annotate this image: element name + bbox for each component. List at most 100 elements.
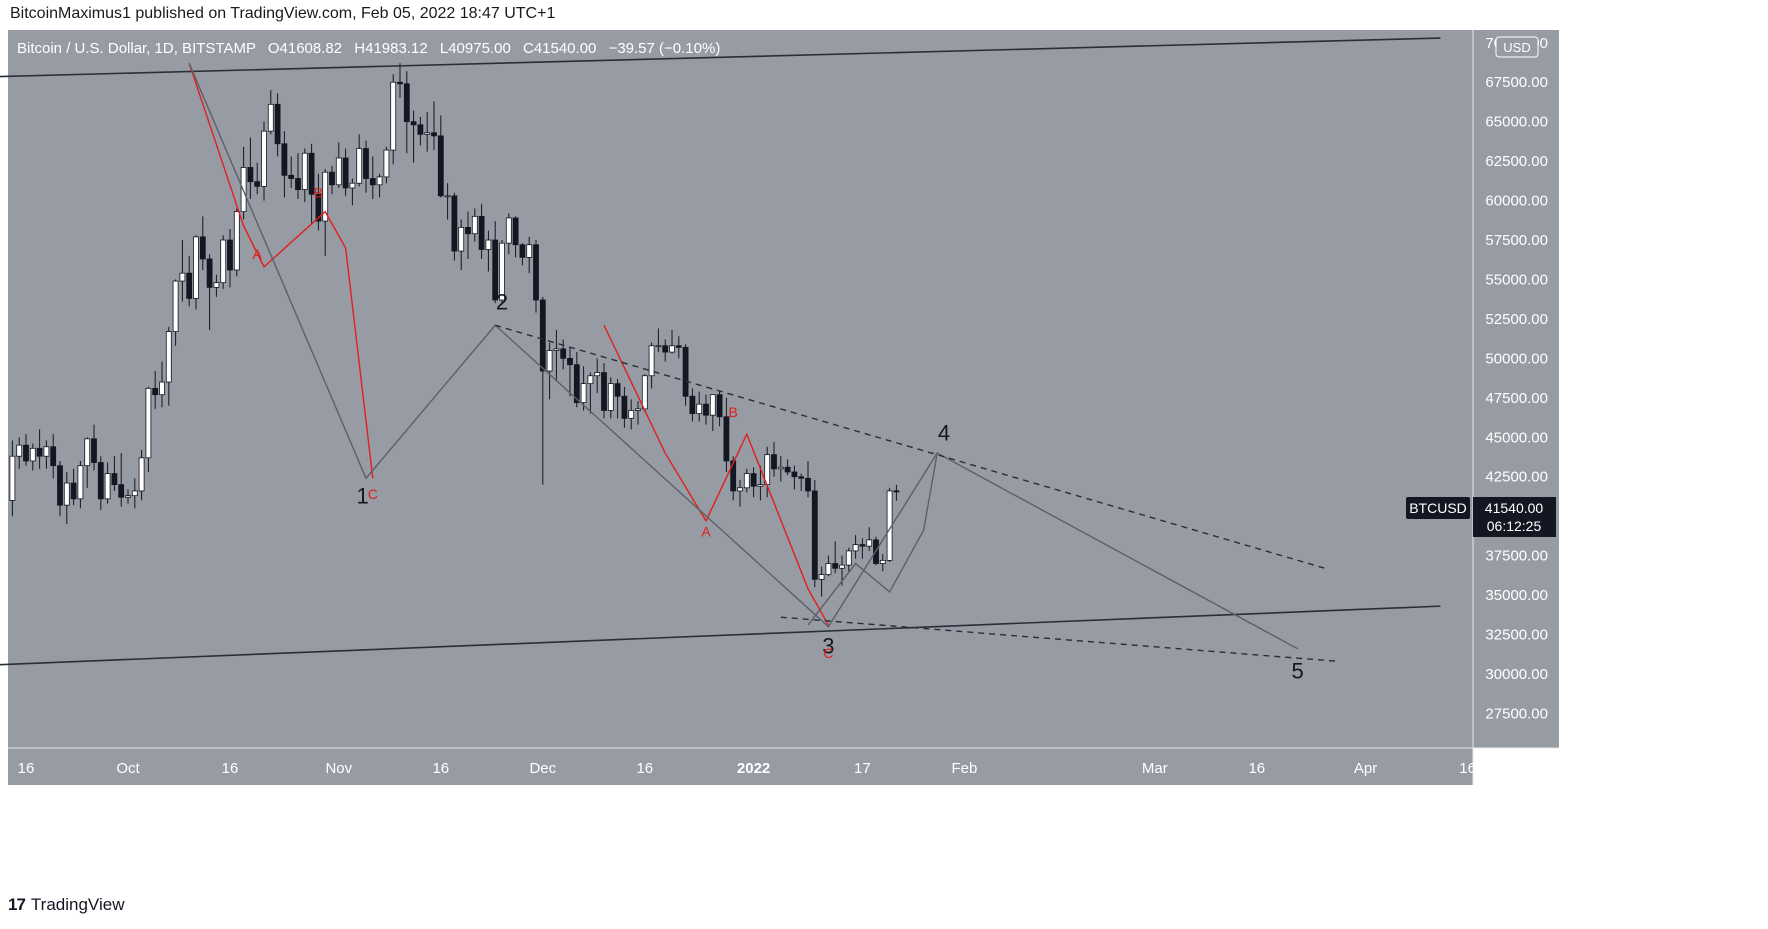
candle: [567, 347, 573, 397]
candle: [125, 489, 131, 504]
candle: [159, 361, 165, 408]
candle: [444, 183, 451, 220]
candle-body: [777, 466, 784, 470]
candle-body: [580, 383, 587, 403]
candle-body: [519, 244, 526, 258]
wave-label-3: 3: [822, 633, 834, 658]
chart-watermark: Chart By TradingView: [2, 880, 167, 899]
currency-label: USD: [1503, 40, 1530, 55]
candle-body: [533, 244, 539, 301]
candle-body: [431, 132, 437, 137]
candle: [383, 146, 390, 184]
candle: [471, 208, 478, 242]
candle-body: [36, 447, 43, 457]
candle-body: [390, 81, 397, 151]
price-axis-bg[interactable]: [1473, 30, 1559, 748]
tradingview-brand-name: TradingView: [30, 895, 125, 914]
candle-body: [199, 236, 206, 260]
legend-low-value: 40975.00: [448, 40, 511, 57]
candle-body: [689, 395, 696, 415]
candle: [138, 449, 145, 501]
gray-impulse-wave: [188, 63, 1298, 650]
candle: [601, 363, 607, 419]
candle-body: [97, 462, 104, 500]
y-tick-label: 35000.00: [1485, 587, 1548, 604]
candle: [866, 527, 873, 551]
candle: [254, 162, 261, 195]
candle-body: [648, 345, 655, 377]
candle: [104, 462, 111, 504]
candle: [635, 400, 641, 425]
candle: [723, 397, 730, 473]
candle: [376, 173, 383, 198]
candle-body: [573, 364, 580, 403]
candle-body: [682, 346, 689, 397]
candle-body: [818, 574, 825, 580]
candle-body: [709, 394, 716, 416]
candle-body: [383, 149, 390, 178]
tradingview-footer[interactable]: 17 TradingView: [8, 895, 124, 915]
candle-body: [376, 176, 383, 186]
candle: [485, 230, 492, 272]
dashed-support-line: [780, 616, 1339, 663]
candle-body: [335, 157, 342, 186]
candle-body: [737, 487, 743, 492]
y-tick-label: 62500.00: [1485, 153, 1548, 170]
candle: [267, 90, 274, 135]
candle: [50, 434, 57, 479]
candle-body: [57, 465, 63, 506]
legend-low-label: L: [440, 40, 448, 57]
candle-body: [743, 473, 750, 489]
candle-body: [145, 387, 152, 459]
candle: [811, 479, 818, 588]
candle: [750, 467, 757, 498]
candle-body: [424, 132, 431, 135]
candle-body: [505, 217, 512, 244]
candle-body: [451, 195, 458, 252]
candle-body: [471, 215, 478, 235]
candle-body: [43, 446, 50, 457]
candle-body: [342, 157, 349, 189]
candle: [199, 216, 206, 271]
wave-label-5: 5: [1291, 659, 1303, 684]
candle: [458, 219, 465, 271]
candle: [879, 554, 886, 572]
candle: [145, 386, 152, 473]
x-tick-label: Mar: [1142, 760, 1168, 777]
x-axis-labels: 16 Oct 16 Nov 16 Dec 16 2022 17 Feb Mar 16 Apr 16: [18, 760, 1476, 777]
y-tick-label: 52500.00: [1485, 311, 1548, 328]
candle: [315, 173, 322, 231]
candle-body: [465, 227, 471, 235]
candle-body: [410, 121, 417, 126]
candle-body: [539, 299, 546, 372]
candle: [288, 156, 295, 188]
candle-body: [791, 471, 798, 478]
candle-body: [805, 477, 811, 492]
candle-body: [825, 563, 832, 575]
candle-body: [458, 227, 465, 252]
x-tick-label: 2022: [737, 760, 770, 777]
y-tick-label: 50000.00: [1485, 350, 1548, 367]
ohlc-legend: Bitcoin / U.S. Dollar, 1D, BITSTAMP O416…: [17, 40, 720, 57]
candle-body: [138, 457, 145, 492]
candle: [363, 140, 369, 193]
legend-close-value: 41540.00: [534, 40, 597, 57]
red-label-c-2: C: [823, 645, 833, 661]
candle-body: [16, 444, 23, 457]
plot-area[interactable]: [8, 30, 1473, 748]
x-tick-label: 16: [18, 760, 35, 777]
candle-body: [621, 395, 628, 419]
candle: [533, 240, 539, 313]
candle: [832, 541, 839, 573]
candle: [329, 165, 335, 195]
candle: [301, 148, 308, 203]
candle-body: [839, 564, 845, 569]
candle: [859, 538, 866, 559]
currency-badge[interactable]: USD: [1495, 36, 1539, 58]
candle-body: [91, 438, 97, 463]
candle: [131, 478, 138, 509]
candle: [505, 213, 512, 255]
x-tick-label: Dec: [529, 760, 556, 777]
time-axis-bg[interactable]: [8, 748, 1473, 785]
